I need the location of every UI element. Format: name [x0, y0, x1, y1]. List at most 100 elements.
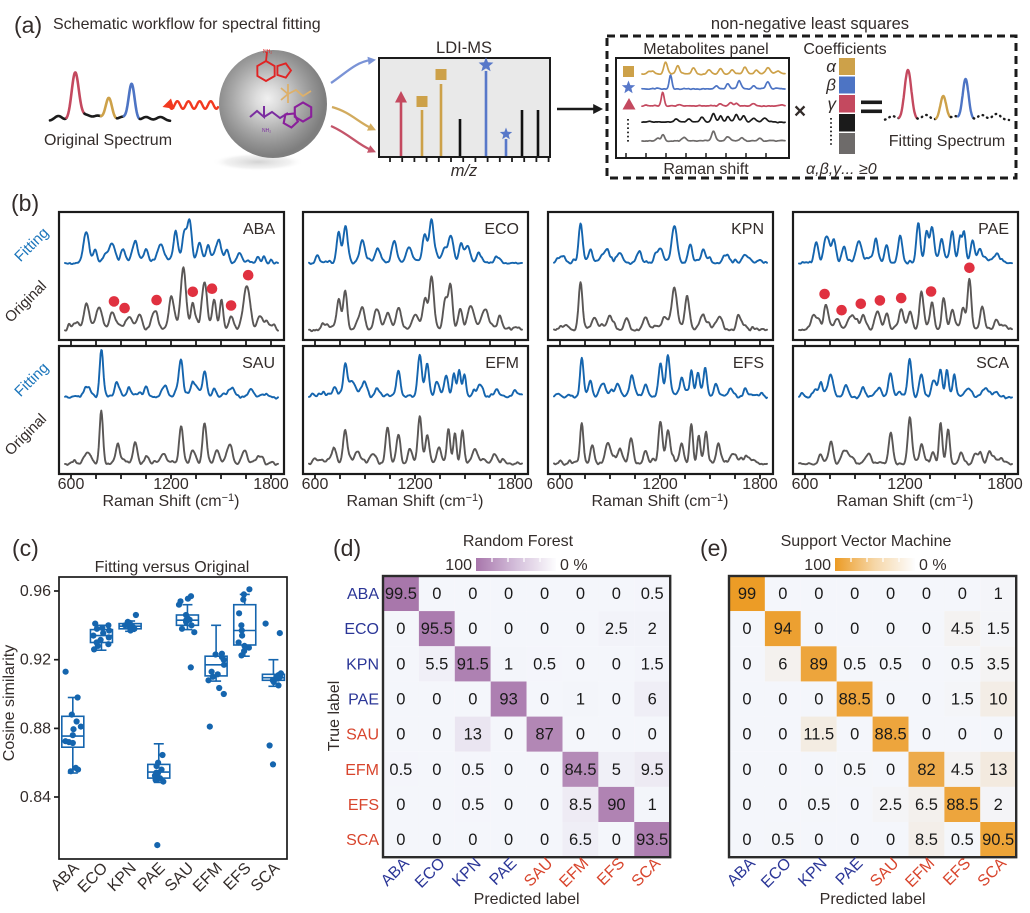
svg-text:0: 0 — [742, 761, 751, 779]
svg-text:LDI-MS: LDI-MS — [436, 39, 492, 57]
svg-text:0: 0 — [432, 761, 441, 779]
svg-text:0: 0 — [396, 831, 405, 849]
svg-text:4.5: 4.5 — [951, 620, 974, 638]
svg-text:600: 600 — [302, 476, 329, 493]
svg-text:1200: 1200 — [642, 476, 678, 493]
svg-text:0.96: 0.96 — [20, 583, 51, 600]
svg-text:Raman shift: Raman shift — [663, 161, 749, 178]
svg-text:1800: 1800 — [742, 476, 778, 493]
svg-text:0.5: 0.5 — [879, 655, 902, 673]
svg-text:6.5: 6.5 — [569, 831, 592, 849]
svg-text:0: 0 — [814, 831, 823, 849]
svg-text:0: 0 — [396, 726, 405, 744]
svg-text:90.5: 90.5 — [982, 831, 1014, 849]
svg-text:2: 2 — [648, 620, 657, 638]
svg-text:0: 0 — [742, 726, 751, 744]
svg-text:100: 100 — [445, 557, 472, 574]
svg-text:0: 0 — [778, 585, 787, 603]
svg-text:ECO: ECO — [484, 221, 519, 238]
svg-text:0.5: 0.5 — [843, 761, 866, 779]
svg-text:100: 100 — [804, 557, 831, 574]
svg-text:0: 0 — [814, 761, 823, 779]
svg-text:non-negative least squares: non-negative least squares — [711, 15, 909, 33]
svg-text:3.5: 3.5 — [987, 655, 1010, 673]
svg-text:88.5: 88.5 — [839, 691, 871, 709]
svg-text:α,β,γ... ≥0: α,β,γ... ≥0 — [806, 161, 877, 178]
svg-text:0: 0 — [612, 691, 621, 709]
svg-text:90: 90 — [607, 796, 625, 814]
svg-text:0.5: 0.5 — [461, 796, 484, 814]
svg-text:1: 1 — [504, 655, 513, 673]
svg-text:0: 0 — [778, 796, 787, 814]
svg-text:Cosine similarity: Cosine similarity — [1, 645, 18, 761]
svg-text:KPN: KPN — [731, 221, 764, 238]
svg-text:Coefficients: Coefficients — [803, 41, 886, 58]
svg-text:0.84: 0.84 — [20, 789, 51, 806]
svg-text:Support Vector Machine: Support Vector Machine — [781, 533, 952, 550]
svg-text:5: 5 — [612, 761, 621, 779]
svg-text:0: 0 — [850, 796, 859, 814]
svg-text:5.5: 5.5 — [425, 655, 448, 673]
svg-text:11.5: 11.5 — [803, 726, 834, 744]
svg-text:NH₂: NH₂ — [262, 128, 271, 134]
svg-text:1.5: 1.5 — [641, 655, 664, 673]
svg-text:0: 0 — [648, 726, 657, 744]
svg-text:0: 0 — [814, 620, 823, 638]
svg-text:0: 0 — [468, 620, 477, 638]
svg-text:94: 94 — [774, 620, 792, 638]
svg-text:Predicted label: Predicted label — [820, 891, 926, 908]
svg-text:NH₂: NH₂ — [263, 49, 272, 55]
svg-text:6.5: 6.5 — [915, 796, 938, 814]
svg-text:2: 2 — [994, 796, 1003, 814]
svg-text:0.88: 0.88 — [20, 720, 51, 737]
svg-text:α: α — [826, 57, 837, 76]
svg-text:Original Spectrum: Original Spectrum — [44, 132, 172, 149]
svg-text:0: 0 — [540, 691, 549, 709]
svg-text:Fitting versus Original: Fitting versus Original — [95, 559, 250, 576]
svg-text:0: 0 — [922, 691, 931, 709]
svg-text:0: 0 — [922, 620, 931, 638]
svg-text:0: 0 — [742, 796, 751, 814]
svg-text:10: 10 — [989, 691, 1007, 709]
svg-text:0: 0 — [958, 585, 967, 603]
svg-text:0: 0 — [504, 831, 513, 849]
svg-text:(c): (c) — [12, 535, 39, 561]
svg-text:0.92: 0.92 — [20, 652, 51, 669]
svg-text:0.5: 0.5 — [641, 585, 664, 603]
svg-text:Raman Shift (cm−1): Raman Shift (cm−1) — [102, 492, 239, 510]
svg-text:0: 0 — [504, 796, 513, 814]
svg-text:EFM: EFM — [485, 355, 519, 372]
svg-text:0: 0 — [850, 831, 859, 849]
svg-text:0: 0 — [814, 585, 823, 603]
svg-text:0.5: 0.5 — [461, 761, 484, 779]
svg-text:Metabolites panel: Metabolites panel — [643, 41, 768, 58]
svg-text:1200: 1200 — [153, 476, 189, 493]
svg-text:0: 0 — [396, 691, 405, 709]
svg-text:0: 0 — [742, 831, 751, 849]
svg-text:0.5: 0.5 — [843, 655, 866, 673]
svg-text:0: 0 — [850, 726, 859, 744]
svg-text:0: 0 — [886, 761, 895, 779]
svg-text:600: 600 — [792, 476, 819, 493]
svg-text:0: 0 — [576, 585, 585, 603]
svg-text:0: 0 — [504, 726, 513, 744]
svg-text:(e): (e) — [700, 535, 728, 561]
svg-text:2.5: 2.5 — [879, 796, 902, 814]
svg-text:0: 0 — [922, 585, 931, 603]
svg-text:0.5: 0.5 — [389, 761, 412, 779]
svg-text:1200: 1200 — [887, 476, 923, 493]
svg-text:0: 0 — [432, 585, 441, 603]
svg-text:0: 0 — [612, 726, 621, 744]
svg-text:0: 0 — [504, 761, 513, 779]
svg-text:0: 0 — [396, 655, 405, 673]
svg-text:82: 82 — [917, 761, 935, 779]
svg-text:(d): (d) — [333, 535, 361, 561]
svg-text:0: 0 — [504, 620, 513, 638]
svg-text:9.5: 9.5 — [641, 761, 664, 779]
svg-text:0: 0 — [612, 585, 621, 603]
svg-text:ECO: ECO — [344, 621, 379, 638]
svg-text:0: 0 — [468, 585, 477, 603]
svg-text:0 %: 0 % — [919, 557, 947, 574]
svg-text:0.5: 0.5 — [807, 796, 830, 814]
svg-text:0: 0 — [922, 655, 931, 673]
